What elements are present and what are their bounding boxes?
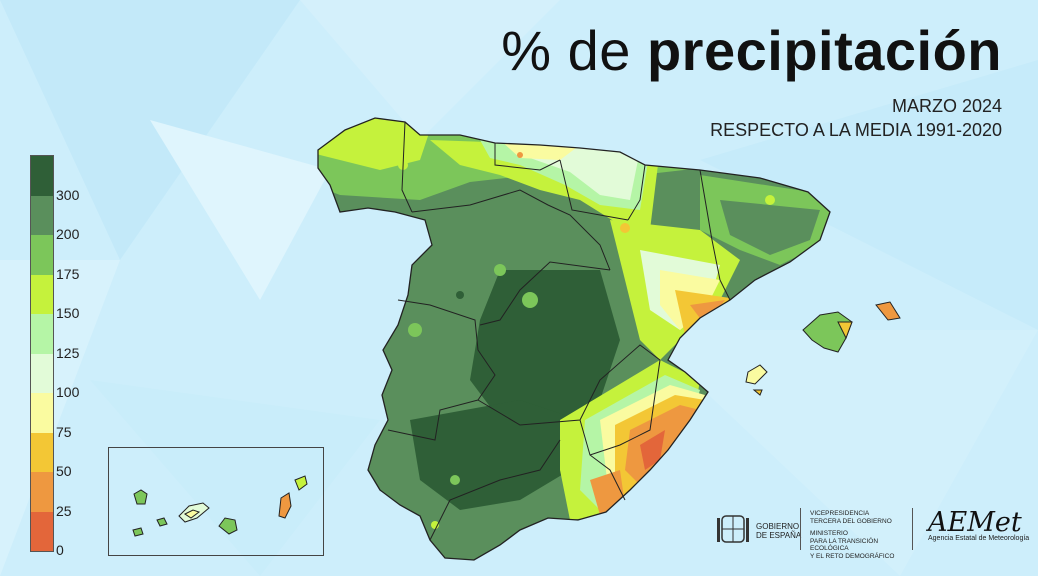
legend-label: 175 xyxy=(56,265,80,282)
legend-label: 300 xyxy=(56,186,80,203)
legend-label: 100 xyxy=(56,384,80,400)
coat-of-arms-icon xyxy=(717,515,749,543)
legend-band xyxy=(31,235,53,275)
color-legend xyxy=(30,155,54,552)
legend-label: 125 xyxy=(56,344,80,361)
legend-label: 25 xyxy=(56,502,72,519)
legend-band xyxy=(31,314,53,354)
legend-band xyxy=(31,393,53,433)
min-line-1: MINISTERIO xyxy=(810,530,848,537)
divider-1 xyxy=(800,508,801,550)
subtitle-period: MARZO 2024 xyxy=(891,96,1002,116)
legend-band xyxy=(31,432,53,472)
legend-label: 50 xyxy=(56,463,72,479)
vice-line-1: VICEPRESIDENCIA xyxy=(810,510,870,517)
canary-islands-map xyxy=(132,475,308,537)
ministerio-text: VICEPRESIDENCIA TERCERA DEL GOBIERNO MIN… xyxy=(810,510,910,560)
aemet-logo: AEMet Agencia Estatal de Meteorología xyxy=(928,507,1029,542)
legend-band xyxy=(31,274,53,314)
legend-label: 200 xyxy=(56,226,80,242)
gobierno-text: GOBIERNO DE ESPAÑA xyxy=(756,522,802,540)
legend-band xyxy=(31,511,53,551)
min-line-2: PARA LA TRANSICIÓN ECOLÓGICA xyxy=(810,537,879,553)
map-title: % de precipitación xyxy=(501,19,1002,82)
subtitle-reference: RESPECTO A LA MEDIA 1991-2020 xyxy=(710,120,1002,140)
legend-band xyxy=(31,156,53,196)
aemet-fullname: Agencia Estatal de Meteorología xyxy=(928,535,1030,542)
legend-band xyxy=(31,353,53,393)
legend-label: 75 xyxy=(56,423,72,440)
aemet-wordmark: AEMet xyxy=(928,507,1022,538)
divider-2 xyxy=(912,508,913,550)
gobierno-logo: GOBIERNO DE ESPAÑA xyxy=(716,510,801,552)
legend-label: 150 xyxy=(56,305,80,321)
canary-islands-inset xyxy=(108,447,324,556)
legend-band xyxy=(31,472,53,512)
legend-band xyxy=(31,195,53,235)
legend-label: 0 xyxy=(56,542,64,558)
vice-line-2: TERCERA DEL GOBIERNO xyxy=(810,517,892,525)
min-line-3: Y EL RETO DEMOGRÁFICO xyxy=(810,552,895,560)
